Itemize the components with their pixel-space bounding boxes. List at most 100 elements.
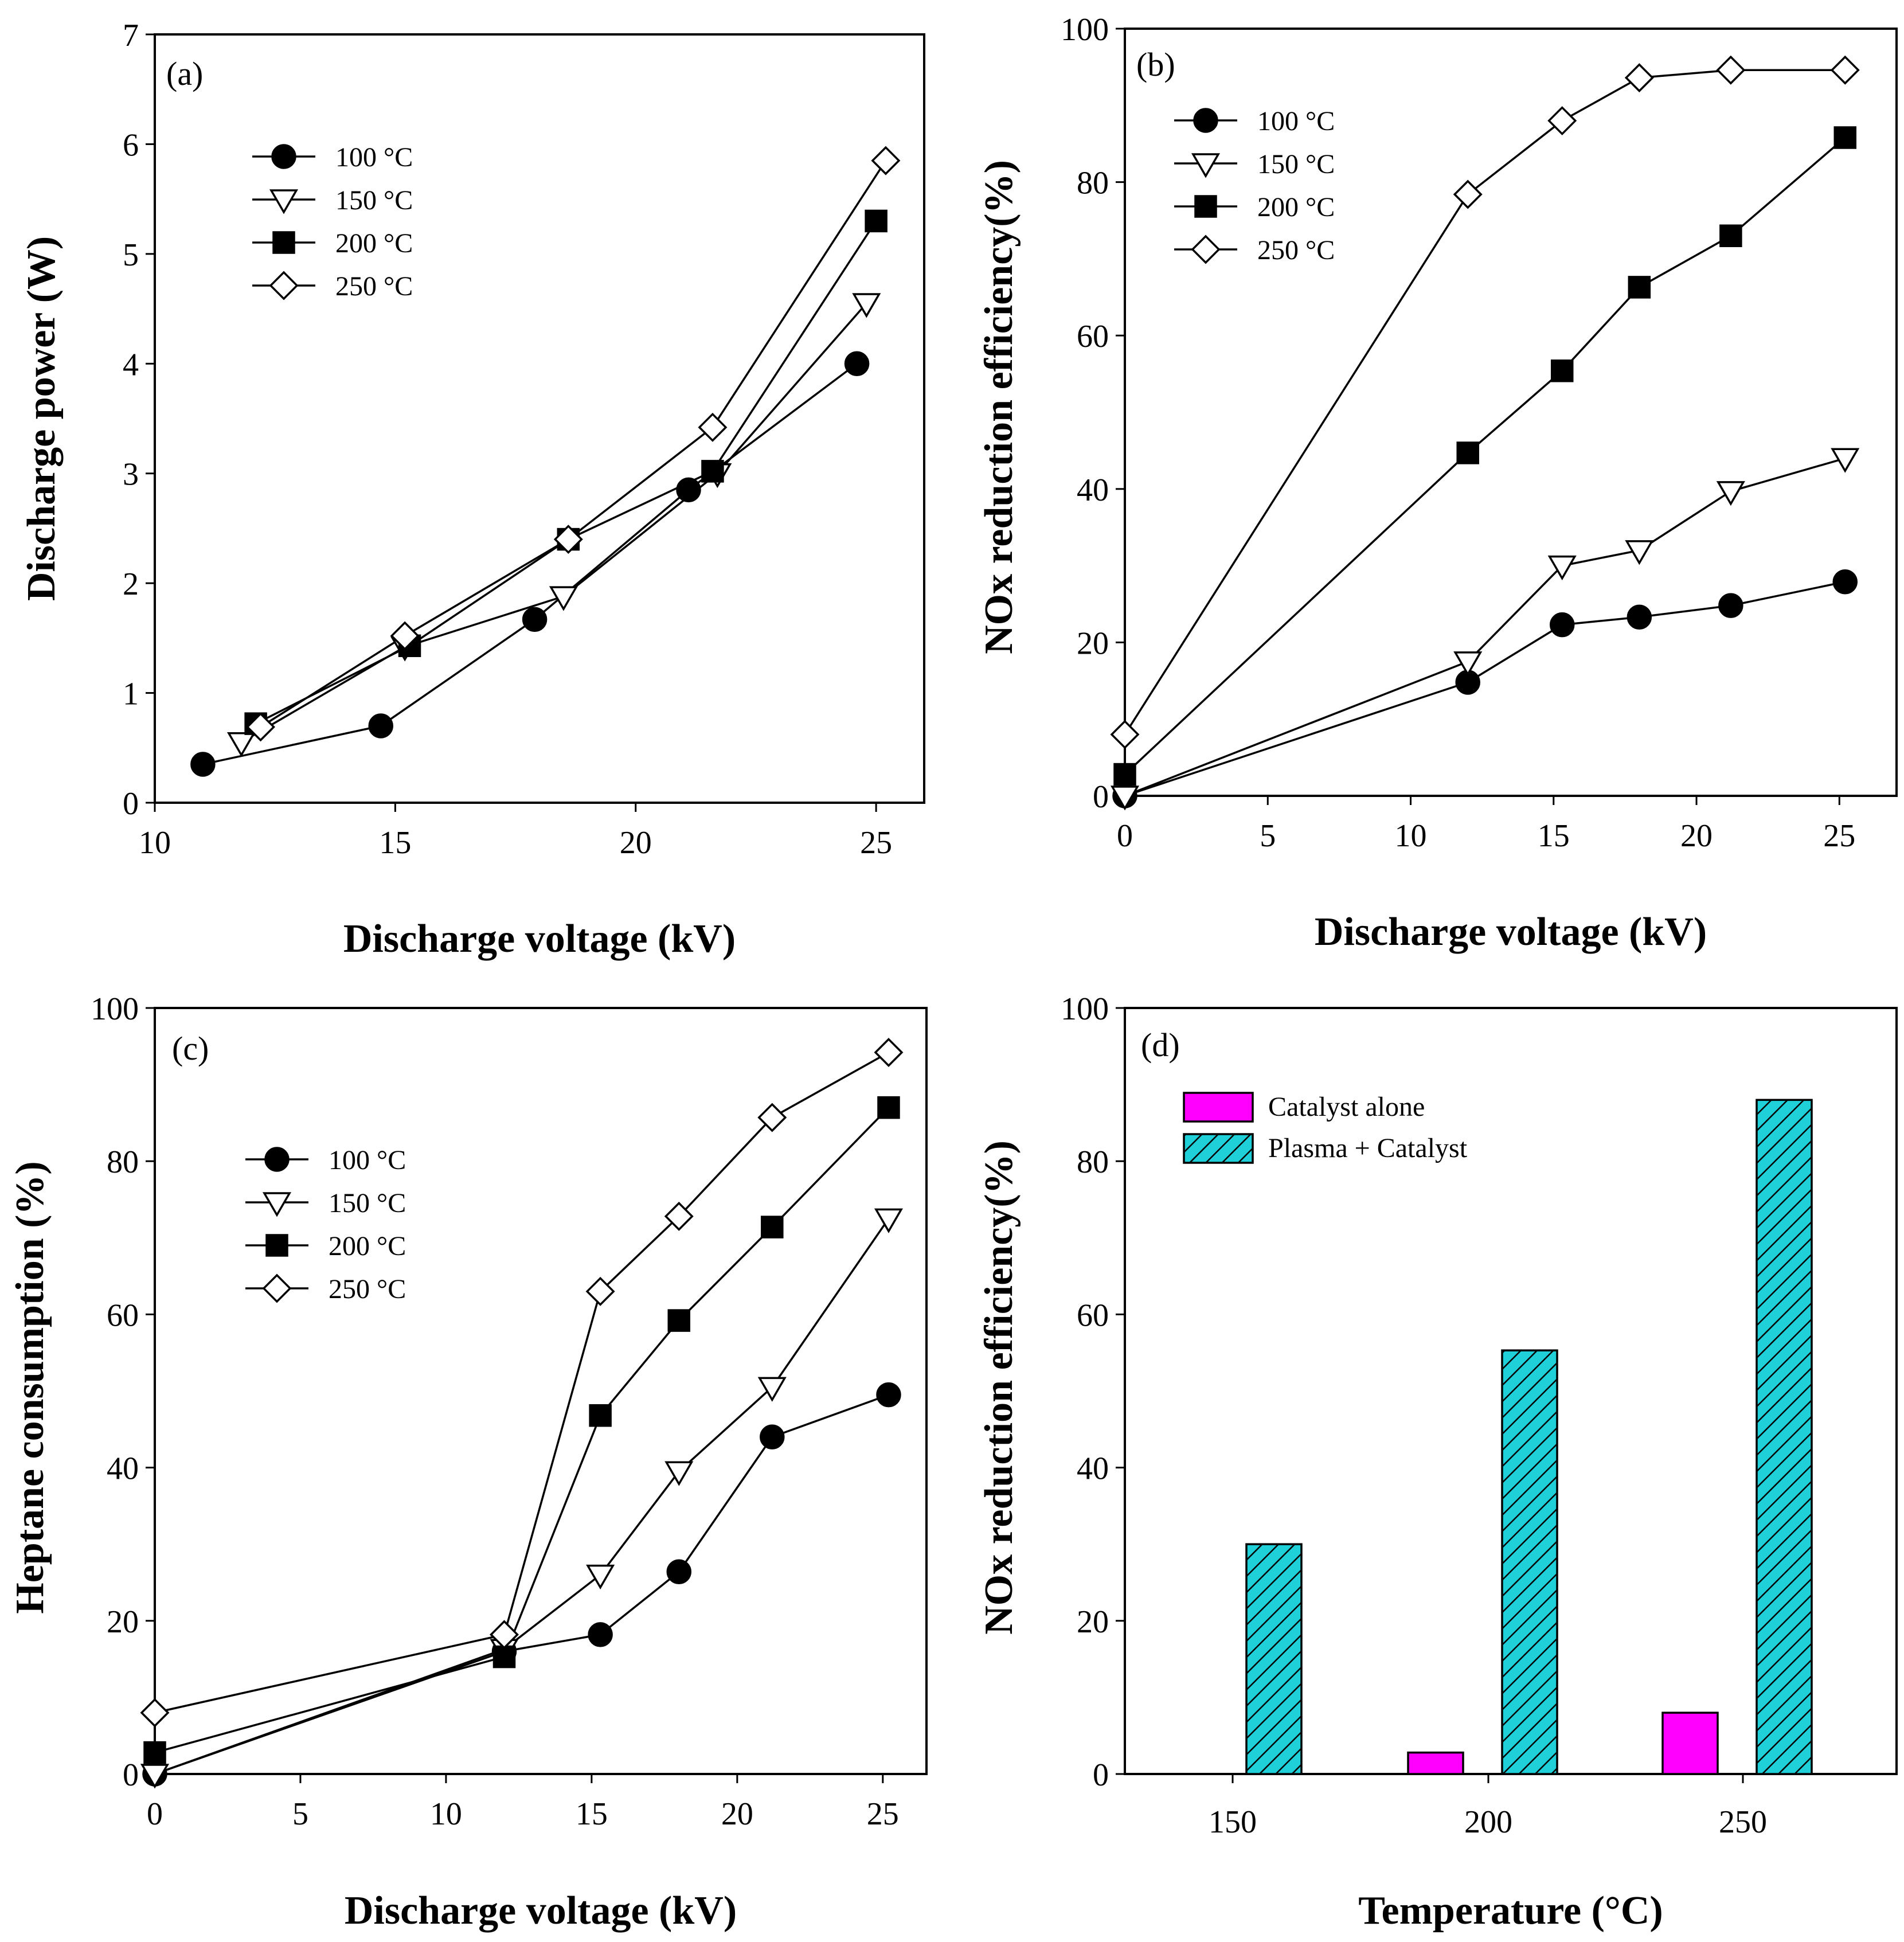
y-tick-label: 100: [1061, 991, 1109, 1027]
series-c: [140, 1038, 904, 1789]
series-a: [190, 146, 901, 777]
data-point-3-2: [1547, 106, 1577, 136]
x-tick-label: 5: [292, 1796, 308, 1832]
data-point-3-3: [698, 412, 728, 442]
x-tick-label: 250: [1719, 1804, 1767, 1840]
y-tick-label: 40: [107, 1451, 139, 1487]
bars-d: [1245, 1099, 1813, 1775]
data-point-3-4: [1716, 55, 1746, 85]
bar-0-2: [1661, 1712, 1719, 1775]
data-point-3-0: [1110, 720, 1140, 749]
data-point-1-3: [664, 1461, 694, 1486]
x-ticks-d: 150 200 250: [1209, 1774, 1767, 1840]
data-point-1-4: [1716, 481, 1745, 506]
panel-b: (b) Discharge voltage (kV) NOx reduction…: [977, 12, 1898, 954]
y-tick-label: 7: [123, 18, 139, 53]
legend-label-1: Plasma + Catalyst: [1268, 1133, 1468, 1163]
data-point-0-4: [760, 1424, 785, 1449]
legend-label-2: 200 °C: [1257, 192, 1335, 222]
legend-marker-1: [262, 1192, 292, 1217]
legend-d: Catalyst alone Plasma + Catalyst: [1183, 1092, 1468, 1164]
data-point-1-2: [586, 1564, 615, 1590]
y-tick-label: 80: [1077, 1144, 1109, 1180]
data-point-0-4: [844, 351, 870, 377]
data-point-0-3: [1627, 604, 1652, 630]
x-ticks-a: 10 15 20 25: [139, 803, 892, 861]
x-axis-title-d: Temperature (°C): [1358, 1889, 1663, 1933]
data-point-2-5: [1833, 126, 1857, 149]
series-line-1: [154, 1218, 890, 1775]
y-tick-label: 60: [1077, 1298, 1109, 1333]
data-point-1-4: [852, 293, 881, 318]
x-tick-label: 200: [1464, 1804, 1512, 1840]
y-tick-label: 20: [1077, 626, 1109, 661]
series-line-3: [154, 1051, 889, 1714]
series-line-3: [1124, 69, 1846, 735]
y-tick-label: 20: [1077, 1604, 1109, 1640]
series-line-0: [1124, 580, 1846, 797]
y-tick-label: 20: [107, 1604, 139, 1640]
x-tick-label: 0: [147, 1796, 163, 1832]
y-tick-label: 4: [123, 347, 139, 382]
y-tick-label: 40: [1077, 472, 1109, 508]
legend-marker-2: [1194, 195, 1217, 218]
panel-c: (c) Discharge voltage (kV) Heptane consu…: [8, 991, 928, 1933]
panel-label-d: (d): [1141, 1026, 1180, 1064]
series-line-2: [154, 1107, 890, 1754]
legend-label-1: 150 °C: [335, 185, 413, 216]
legend-marker-0: [271, 144, 296, 169]
series-line-0: [154, 1394, 889, 1775]
legend-marker-0: [264, 1147, 290, 1172]
y-tick-label: 40: [1077, 1451, 1109, 1487]
legend-label-0: 100 °C: [335, 142, 413, 173]
x-tick-label: 20: [620, 825, 652, 861]
y-tick-label: 100: [1061, 12, 1109, 48]
legend-label-0: 100 °C: [329, 1145, 406, 1175]
data-point-2-3: [701, 460, 724, 483]
y-tick-label: 3: [123, 457, 139, 493]
legend-b: 100 °C 150 °C 200 °C 250 °C: [1174, 106, 1335, 265]
y-tick-label: 6: [123, 127, 139, 163]
legend-label-2: 200 °C: [335, 228, 413, 259]
legend-marker-3: [269, 271, 299, 300]
legend-label-0: Catalyst alone: [1268, 1092, 1425, 1122]
data-point-1-0: [140, 1764, 170, 1789]
data-point-1-3: [1625, 540, 1654, 565]
plot-frame-c: [154, 1007, 928, 1775]
data-point-1-0: [226, 732, 256, 757]
legend-label-3: 250 °C: [329, 1274, 406, 1304]
data-point-3-3: [664, 1201, 694, 1231]
data-point-2-3: [667, 1309, 691, 1332]
x-tick-label: 10: [139, 825, 171, 861]
legend-marker-3: [1191, 235, 1221, 264]
data-point-2-1: [1456, 441, 1479, 464]
data-point-3-5: [1830, 55, 1860, 85]
data-point-3-3: [1624, 63, 1654, 93]
y-ticks-a: 0 1 2 3 4 5 6 7: [123, 18, 155, 822]
y-tick-label: 100: [91, 991, 139, 1027]
series-line-1: [1124, 457, 1846, 797]
data-point-0-2: [522, 607, 548, 632]
y-ticks-d: 0 20 40 60 80 100: [1061, 991, 1125, 1793]
data-point-0-0: [190, 752, 216, 777]
y-ticks-c: 0 20 40 60 80 100: [91, 991, 155, 1793]
panel-label-c: (c): [172, 1030, 209, 1067]
data-point-3-0: [246, 712, 275, 742]
data-point-3-4: [757, 1103, 787, 1132]
x-axis-title-d-text: Temperature (°C): [1358, 1889, 1663, 1933]
legend-label-1: 150 °C: [1257, 149, 1335, 179]
plot-frame-a: [154, 33, 925, 804]
y-tick-label: 2: [123, 566, 139, 602]
data-point-2-0: [1113, 763, 1136, 786]
data-point-2-0: [143, 1741, 166, 1764]
y-tick-label: 60: [1077, 319, 1109, 354]
x-tick-label: 15: [379, 825, 411, 861]
legend-label-2: 200 °C: [329, 1231, 406, 1261]
legend-label-3: 250 °C: [335, 271, 413, 302]
y-tick-label: 80: [107, 1144, 139, 1180]
data-point-2-1: [492, 1645, 516, 1669]
y-axis-title-d: NOx reduction efficiency(%): [977, 1140, 1021, 1635]
data-point-1-2: [1547, 555, 1577, 581]
x-tick-label: 20: [1680, 818, 1713, 854]
data-point-0-4: [1718, 593, 1743, 618]
